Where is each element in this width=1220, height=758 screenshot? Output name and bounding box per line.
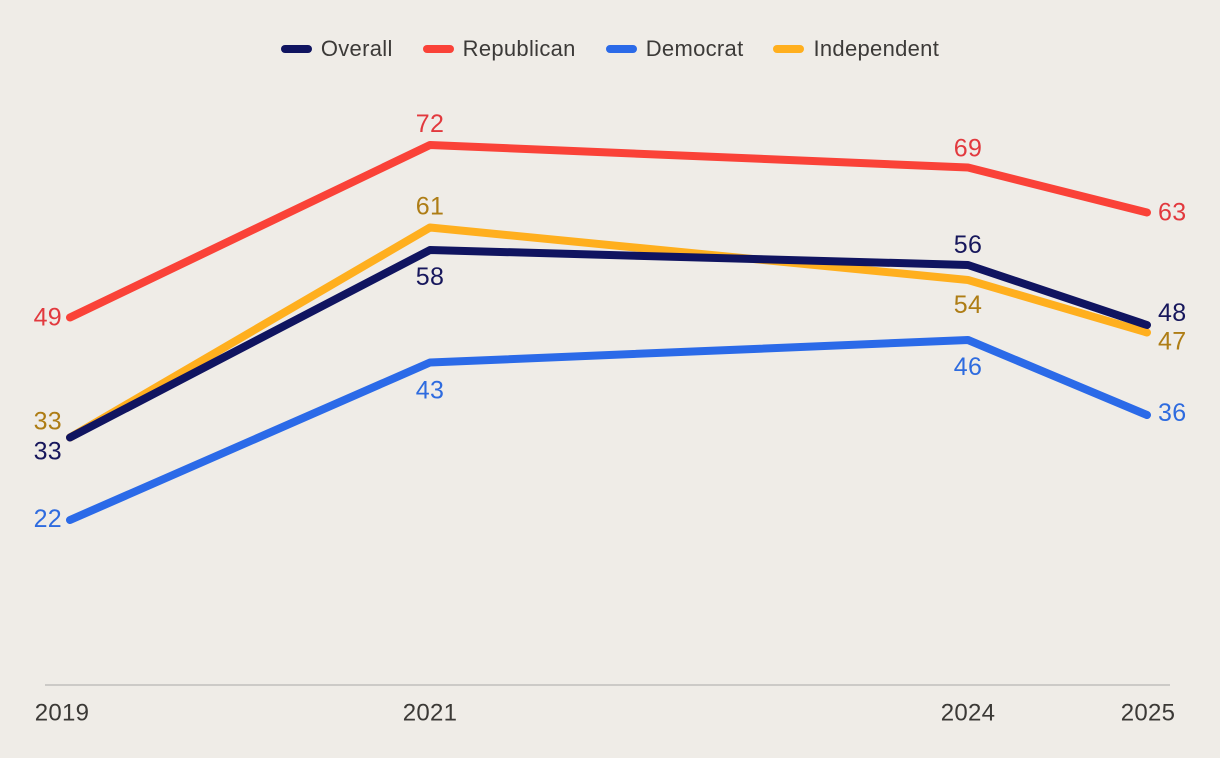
data-label-democrat-2021: 43 [416, 377, 444, 405]
chart-line-democrat [66, 336, 1151, 524]
data-label-overall-2021: 58 [416, 263, 444, 291]
legend-label-republican: Republican [462, 36, 576, 61]
data-label-republican-2024: 69 [954, 135, 982, 163]
data-label-democrat-2019: 22 [34, 505, 62, 533]
data-label-overall-2024: 56 [954, 231, 982, 259]
legend-label-overall: Overall [320, 36, 393, 61]
data-label-independent-2025: 47 [1158, 328, 1186, 356]
data-label-independent-2019: 33 [34, 408, 62, 436]
legend-swatch-democrat [605, 45, 637, 53]
legend-swatch-independent [773, 45, 805, 53]
data-label-overall-2025: 48 [1158, 299, 1186, 327]
legend-swatch-overall [280, 45, 312, 53]
legend: Overall Republican Democrat Independent [0, 36, 1220, 62]
x-tick-label: 2019 [35, 700, 90, 727]
legend-item-democrat: Democrat [605, 36, 744, 62]
x-tick-label: 2025 [1121, 700, 1176, 727]
data-label-overall-2019: 33 [34, 438, 62, 466]
chart-line-independent [66, 223, 1151, 442]
data-label-independent-2021: 61 [416, 193, 444, 221]
legend-label-democrat: Democrat [645, 36, 744, 61]
data-label-republican-2021: 72 [416, 110, 444, 138]
data-label-republican-2025: 63 [1158, 199, 1186, 227]
legend-item-republican: Republican [422, 36, 576, 62]
x-tick-label: 2021 [403, 700, 458, 727]
data-label-independent-2024: 54 [954, 291, 982, 319]
x-tick-label: 2024 [941, 700, 996, 727]
legend-item-overall: Overall [280, 36, 393, 62]
legend-swatch-republican [422, 45, 454, 53]
legend-item-independent: Independent [773, 36, 939, 62]
legend-label-independent: Independent [813, 36, 940, 61]
data-label-republican-2019: 49 [34, 304, 62, 332]
chart-line-republican [66, 141, 1151, 322]
data-label-democrat-2024: 46 [954, 353, 982, 381]
chart-line-overall [66, 246, 1151, 442]
data-label-democrat-2025: 36 [1158, 399, 1186, 427]
